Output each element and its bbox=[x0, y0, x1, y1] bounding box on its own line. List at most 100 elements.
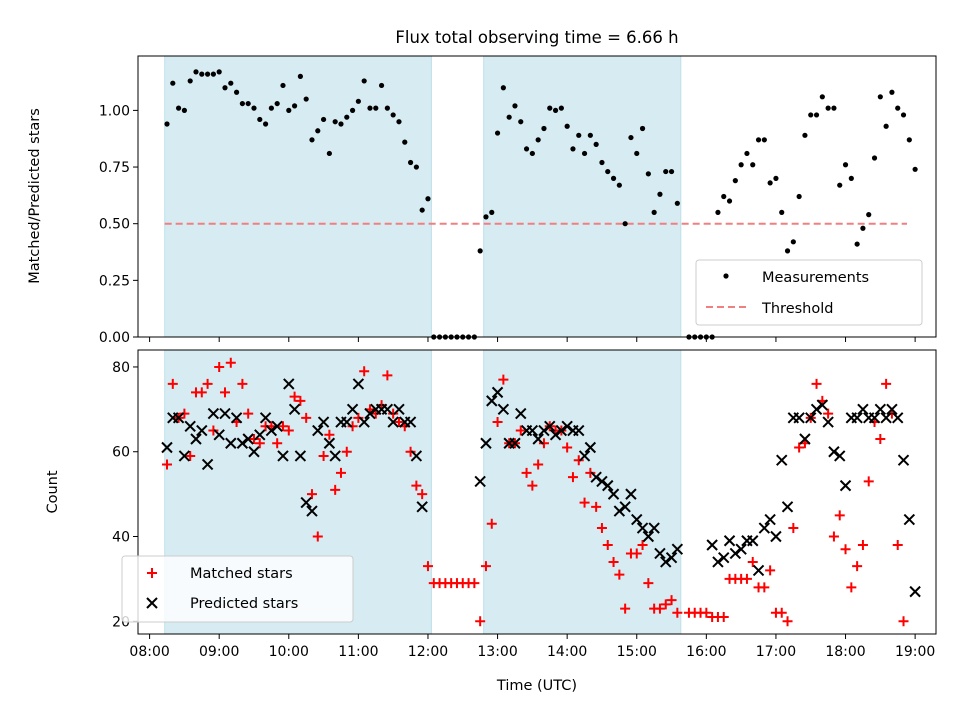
predicted-star-point bbox=[578, 450, 591, 462]
matched-star-point bbox=[161, 459, 172, 470]
matched-star-point bbox=[475, 616, 486, 627]
x-tick-label: 08:00 bbox=[129, 644, 169, 660]
predicted-star-point bbox=[648, 522, 660, 534]
predicted-star-point bbox=[544, 420, 556, 433]
matched-star-point bbox=[863, 476, 874, 487]
measurement-point bbox=[419, 207, 425, 213]
matched-star-point bbox=[214, 361, 225, 372]
matched-star-point bbox=[875, 434, 886, 445]
predicted-star-point bbox=[793, 412, 805, 424]
matched-star-point bbox=[672, 607, 683, 618]
matched-star-point bbox=[469, 578, 480, 589]
predicted-star-point bbox=[242, 433, 254, 445]
measurement-point bbox=[663, 168, 669, 175]
x-tick-label: 19:00 bbox=[895, 644, 935, 660]
matched-star-point bbox=[747, 556, 758, 567]
measurement-point bbox=[164, 121, 170, 127]
predicted-star-point bbox=[410, 450, 423, 462]
measurement-point bbox=[373, 105, 379, 111]
measurement-point bbox=[616, 182, 622, 188]
matched-star-point bbox=[660, 599, 671, 610]
predicted-star-point bbox=[323, 437, 336, 449]
matched-star-point bbox=[654, 603, 665, 614]
predicted-star-point bbox=[474, 475, 486, 488]
measurement-point bbox=[309, 137, 315, 143]
predicted-star-point bbox=[810, 403, 823, 416]
predicted-star-point bbox=[816, 399, 829, 411]
matched-star-point bbox=[585, 467, 596, 478]
measurement-point bbox=[906, 137, 912, 143]
measurement-point bbox=[761, 137, 767, 143]
matched-star-point bbox=[486, 518, 497, 529]
matched-star-point bbox=[277, 421, 288, 432]
predicted-star-point bbox=[277, 450, 289, 462]
measurement-point bbox=[378, 82, 385, 89]
measurement-point bbox=[883, 123, 889, 129]
predicted-star-point bbox=[271, 420, 283, 433]
measurement-point bbox=[802, 132, 808, 138]
predicted-star-point bbox=[201, 458, 214, 471]
measurement-point bbox=[320, 116, 327, 123]
predicted-star-point bbox=[590, 471, 602, 483]
measurement-point bbox=[715, 209, 721, 215]
matched-star-point bbox=[765, 565, 776, 576]
predicted-star-point bbox=[317, 416, 330, 428]
matched-star-point bbox=[573, 455, 584, 466]
measurement-point bbox=[674, 200, 680, 206]
measurement-point bbox=[576, 132, 582, 138]
measurement-point bbox=[489, 209, 495, 215]
matched-star-point bbox=[480, 561, 491, 572]
x-axis-label: Time (UTC) bbox=[496, 678, 577, 694]
matched-star-point bbox=[324, 429, 335, 440]
matched-star-point bbox=[538, 438, 549, 449]
predicted-star-point bbox=[596, 475, 608, 488]
matched-star-point bbox=[591, 501, 602, 512]
matched-star-point bbox=[248, 434, 259, 445]
predicted-star-point bbox=[341, 416, 353, 428]
measurement-point bbox=[645, 171, 651, 177]
matched-star-point bbox=[533, 459, 544, 470]
matched-star-point bbox=[620, 603, 631, 614]
predicted-star-point bbox=[306, 505, 318, 517]
predicted-star-point bbox=[300, 496, 312, 509]
legend-label-threshold: Threshold bbox=[761, 301, 833, 317]
predicted-star-point bbox=[259, 412, 272, 424]
matched-star-point bbox=[272, 438, 283, 449]
predicted-star-point bbox=[602, 479, 614, 492]
predicted-star-point bbox=[851, 412, 863, 424]
predicted-star-point bbox=[555, 424, 568, 437]
measurement-point bbox=[506, 114, 512, 120]
predicted-star-point bbox=[549, 429, 562, 441]
matched-star-point bbox=[196, 387, 207, 398]
predicted-star-point bbox=[805, 412, 817, 424]
predicted-star-point bbox=[196, 424, 208, 437]
predicted-star-point bbox=[799, 433, 811, 445]
predicted-star-point bbox=[225, 437, 237, 449]
matched-star-point bbox=[330, 484, 341, 495]
measurement-point bbox=[813, 112, 820, 118]
measurement-point bbox=[384, 105, 390, 111]
predicted-star-point bbox=[764, 513, 776, 526]
measurement-point bbox=[755, 137, 762, 143]
matched-star-point bbox=[666, 595, 677, 606]
matched-star-point bbox=[857, 539, 868, 550]
matched-star-point bbox=[422, 561, 433, 572]
top-y-axis-label: Matched/Predicted stars bbox=[27, 108, 43, 284]
measurement-point bbox=[367, 105, 373, 111]
matched-star-point bbox=[347, 421, 358, 432]
measurement-point bbox=[523, 146, 530, 152]
measurement-point bbox=[332, 119, 338, 125]
bottom-series-matched-stars bbox=[161, 357, 909, 627]
predicted-star-point bbox=[416, 501, 428, 513]
x-tick-label: 15:00 bbox=[617, 644, 657, 660]
measurement-point bbox=[396, 119, 402, 125]
measurement-point bbox=[552, 107, 559, 113]
measurement-point bbox=[228, 80, 234, 86]
matched-star-point bbox=[602, 539, 613, 550]
measurement-point bbox=[181, 107, 187, 113]
x-tick-label: 11:00 bbox=[338, 644, 378, 660]
measurement-point bbox=[547, 105, 553, 111]
measurement-point bbox=[344, 114, 350, 120]
predicted-star-point bbox=[880, 412, 892, 424]
x-tick-label: 14:00 bbox=[547, 644, 587, 660]
